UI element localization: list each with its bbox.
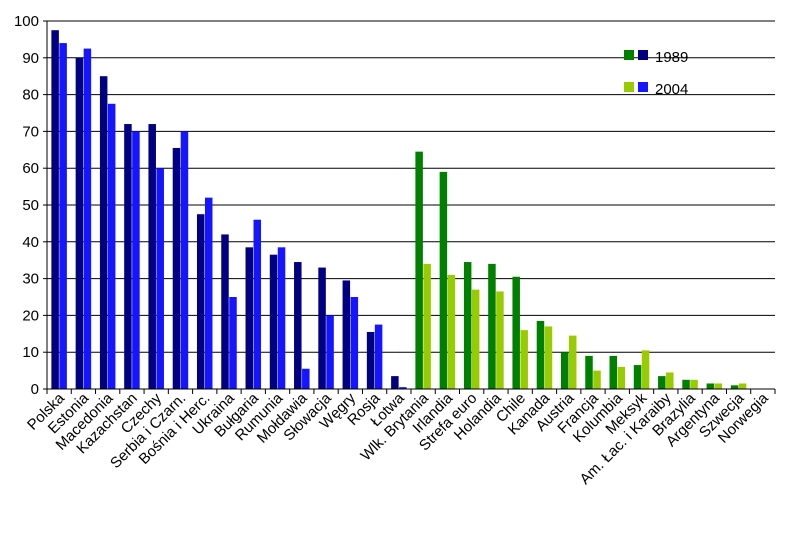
bar-1989 <box>682 379 690 389</box>
bar-2004 <box>107 103 116 390</box>
bar-2004 <box>302 368 310 389</box>
bar-1989 <box>318 267 326 389</box>
bar-1989 <box>585 355 593 389</box>
bar-2004 <box>617 366 626 389</box>
bar-2004 <box>83 48 92 389</box>
bar-2004 <box>471 289 480 389</box>
bar-2004 <box>593 370 601 389</box>
bar-2004 <box>253 219 262 389</box>
bar-2004 <box>641 350 650 389</box>
bar-2004 <box>374 324 383 389</box>
bar-1989 <box>366 331 375 389</box>
y-tick-label: 80 <box>22 87 39 104</box>
legend-swatch <box>638 50 648 60</box>
bar-2004 <box>229 297 237 389</box>
bar-1989 <box>99 76 108 389</box>
bar-1989 <box>391 376 399 389</box>
x-tick-labels: PolskaEstoniaMacedoniaKazachstanCzechySe… <box>24 389 772 488</box>
axes <box>43 20 776 394</box>
bar-2004 <box>59 43 67 389</box>
bar-1989 <box>512 276 520 389</box>
y-tick-label: 70 <box>22 123 39 140</box>
bar-1989 <box>245 247 254 389</box>
bar-1989 <box>269 254 278 389</box>
y-tick-label: 20 <box>22 307 39 324</box>
bar-1989 <box>488 263 496 389</box>
bar-1989 <box>633 365 642 389</box>
bar-1989 <box>730 385 739 389</box>
bar-1989 <box>124 124 132 389</box>
bar-1989 <box>221 234 229 389</box>
bar-1989 <box>536 320 545 389</box>
bar-1989 <box>415 151 423 389</box>
y-tick-label: 60 <box>22 160 39 177</box>
bars <box>51 30 747 390</box>
bar-1989 <box>294 262 302 389</box>
bar-1989 <box>172 147 181 389</box>
bar-2004 <box>132 131 140 389</box>
legend-swatch <box>624 50 634 60</box>
legend-label: 2004 <box>655 81 688 98</box>
bar-1989 <box>342 280 351 389</box>
bar-2004 <box>204 197 213 389</box>
legend-swatch <box>624 82 634 92</box>
bar-1989 <box>560 352 569 389</box>
bar-1989 <box>463 262 472 389</box>
y-tick-label: 90 <box>22 50 39 67</box>
bar-1989 <box>609 355 618 389</box>
bar-1989 <box>439 171 448 389</box>
bar-2004 <box>568 335 577 389</box>
bar-2004 <box>156 168 164 389</box>
bar-2004 <box>277 247 286 389</box>
bar-2004 <box>326 315 334 389</box>
y-tick-label: 0 <box>31 381 39 398</box>
bar-1989 <box>75 57 84 390</box>
bar-1989 <box>148 124 156 389</box>
bar-2004 <box>180 131 189 389</box>
y-tick-label: 40 <box>22 234 39 251</box>
y-tick-labels: 0 10 20 30 40 50 60 70 80 90 100 <box>14 13 39 398</box>
legend-label: 1989 <box>655 49 688 66</box>
bar-2004 <box>666 372 674 389</box>
bar-1989 <box>706 383 715 389</box>
gridlines <box>47 20 775 353</box>
bar-2004 <box>399 387 407 389</box>
legend: 1989 2004 <box>624 49 688 98</box>
y-tick-label: 30 <box>22 271 39 288</box>
bar-1989 <box>51 30 59 389</box>
bar-2004 <box>690 379 698 389</box>
legend-swatch <box>638 82 648 92</box>
bar-2004 <box>544 326 553 389</box>
y-tick-label: 10 <box>22 344 39 361</box>
bar-1989 <box>658 376 666 389</box>
bar-2004 <box>447 274 456 389</box>
bar-2004 <box>423 263 431 389</box>
y-tick-label: 50 <box>22 197 39 214</box>
bar-2004 <box>738 383 747 389</box>
bar-2004 <box>714 383 723 389</box>
bar-2004 <box>496 291 504 389</box>
y-tick-label: 100 <box>14 13 39 30</box>
bar-2004 <box>520 330 528 389</box>
bar-1989 <box>196 214 205 389</box>
bar-2004 <box>350 297 359 389</box>
